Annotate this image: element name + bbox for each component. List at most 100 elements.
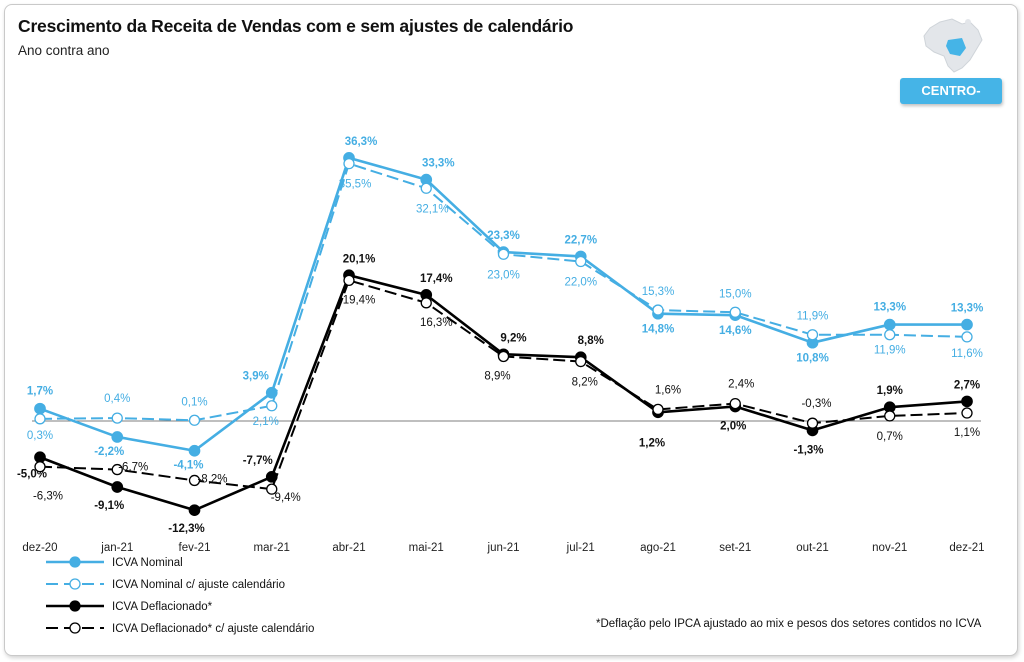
legend-label: ICVA Deflacionado* c/ ajuste calendário: [112, 623, 314, 635]
x-tick-label: abr-21: [332, 542, 365, 554]
data-point: [961, 395, 973, 408]
data-label: 0,7%: [877, 431, 903, 443]
data-label: -6,7%: [118, 462, 148, 474]
data-label: -1,3%: [793, 444, 823, 456]
x-tick-label: fev-21: [179, 542, 211, 554]
x-tick-label: mar-21: [254, 542, 290, 554]
data-point: [806, 329, 819, 341]
data-point: [188, 504, 201, 517]
data-label: 33,3%: [422, 158, 455, 170]
chart-title: Crescimento da Receita de Vendas com e s…: [18, 16, 574, 36]
data-point: [111, 481, 124, 493]
data-point: [34, 451, 46, 464]
data-label: 22,0%: [564, 277, 597, 289]
data-label: 35,5%: [339, 179, 372, 191]
x-tick-label: mai-21: [409, 542, 444, 554]
data-label: 11,6%: [951, 348, 983, 360]
data-label: 23,0%: [487, 269, 520, 281]
data-point: [188, 414, 201, 426]
legend-marker: [69, 622, 81, 634]
data-point: [884, 329, 896, 341]
x-tick-label: jan-21: [100, 542, 133, 554]
legend-label: ICVA Deflacionado*: [112, 601, 213, 613]
data-label: 14,6%: [719, 325, 752, 337]
data-label: 8,8%: [578, 335, 604, 347]
data-point: [575, 355, 587, 368]
data-label: 1,2%: [639, 437, 665, 449]
data-label: 13,3%: [873, 302, 906, 314]
legend-label: ICVA Nominal c/ ajuste calendário: [112, 579, 285, 591]
data-label: 19,4%: [343, 294, 376, 306]
data-label: 0,1%: [181, 396, 207, 408]
data-label: 11,9%: [797, 311, 829, 323]
data-label: -0,3%: [801, 398, 831, 410]
data-point: [961, 318, 973, 331]
data-label: 11,9%: [874, 345, 906, 357]
data-point: [961, 331, 973, 343]
data-point: [266, 400, 278, 412]
data-point: [729, 306, 741, 318]
data-label: 3,9%: [243, 371, 269, 383]
data-label: -12,3%: [168, 523, 204, 535]
data-label: 8,2%: [572, 377, 598, 389]
data-point: [884, 410, 896, 422]
data-label: 1,7%: [27, 386, 53, 398]
data-label: 1,9%: [877, 385, 903, 397]
data-label: 2,0%: [720, 421, 746, 433]
x-tick-label: dez-20: [22, 542, 57, 554]
data-label: 1,1%: [954, 427, 980, 439]
data-label: -9,4%: [271, 492, 301, 504]
data-point: [652, 403, 664, 416]
data-point: [266, 483, 278, 495]
data-label: 1,6%: [655, 384, 681, 396]
series-3-group: -6,3% -6,7% -8,2% -9,4% 19,4% 16,3% 8,9% 8,2% 1,…: [33, 274, 980, 504]
x-tick-label: dez-21: [949, 542, 984, 554]
data-point: [188, 444, 201, 457]
data-label: 20,1%: [343, 253, 376, 265]
data-label: 0,4%: [104, 393, 130, 405]
data-label: 10,8%: [796, 353, 829, 365]
x-axis-labels: dez-20 jan-21 fev-21 mar-21 abr-21 mai-21 jun-…: [22, 542, 984, 554]
data-point: [420, 297, 432, 309]
data-label: -9,1%: [94, 500, 124, 512]
data-point: [497, 248, 510, 260]
region-badge: CENTRO-OESTE: [900, 78, 1002, 124]
data-label: 22,7%: [564, 234, 597, 246]
series-1-group: 0,3% 0,4% 0,1% 2,1% 35,5% 32,1% 23,0% 22,0% 15,3…: [27, 157, 983, 442]
legend: ICVA Nominal ICVA Nominal c/ ajuste calen…: [46, 556, 314, 635]
data-point: [343, 274, 355, 287]
data-point: [652, 304, 664, 316]
data-label: 23,3%: [487, 230, 520, 242]
data-point: [34, 402, 46, 415]
data-label: 0,3%: [27, 430, 53, 442]
x-tick-label: jul-21: [566, 542, 595, 554]
data-point: [883, 318, 896, 331]
data-label: -2,2%: [94, 446, 124, 458]
legend-label: ICVA Nominal: [112, 557, 183, 569]
data-label: 16,3%: [420, 317, 453, 329]
data-point: [806, 417, 819, 429]
legend-marker: [69, 600, 81, 612]
data-point: [729, 397, 741, 410]
data-label: 2,7%: [954, 379, 980, 391]
data-point: [34, 413, 46, 425]
x-tick-label: out-21: [796, 542, 829, 554]
data-label: 17,4%: [420, 273, 453, 285]
legend-marker: [69, 556, 81, 568]
data-point: [34, 461, 46, 473]
data-label: 15,0%: [719, 288, 752, 300]
data-point: [961, 407, 973, 419]
data-label: -8,2%: [197, 473, 227, 485]
data-point: [420, 182, 432, 194]
data-point: [575, 255, 587, 268]
x-tick-label: set-21: [719, 542, 751, 554]
data-label: 8,9%: [484, 370, 510, 382]
series-2-group: -5,0%-9,1%-12,3%-7,7%20,1%17,4%9,2% 8,8%1…: [17, 253, 980, 535]
data-point: [343, 157, 355, 170]
x-tick-label: ago-21: [640, 542, 676, 554]
footnote: *Deflação pelo IPCA ajustado ao mix e pe…: [596, 618, 982, 630]
x-tick-label: nov-21: [872, 542, 907, 554]
data-point: [111, 431, 124, 443]
data-label: 2,1%: [253, 416, 279, 428]
data-label: 36,3%: [345, 136, 378, 148]
